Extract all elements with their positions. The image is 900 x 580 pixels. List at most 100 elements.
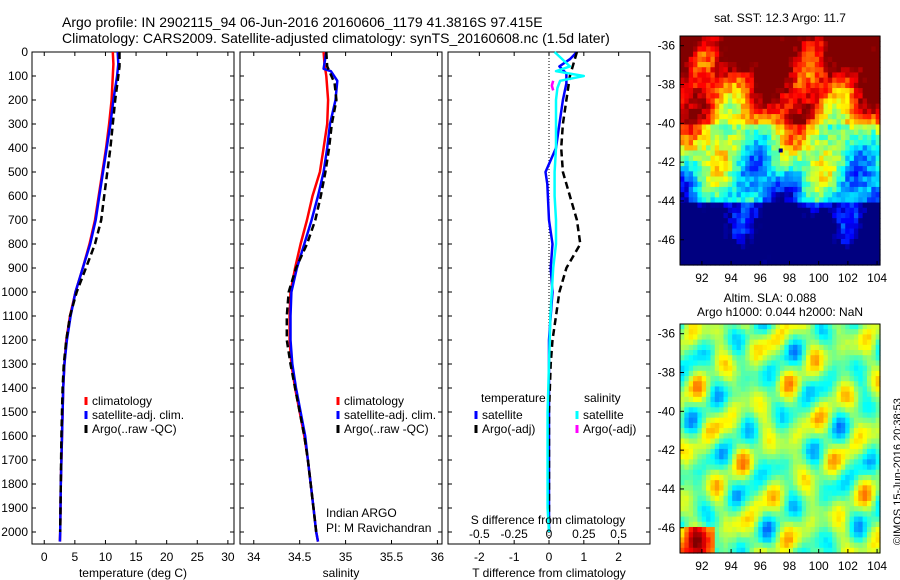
salinity-legend-label: satellite-adj. clim. [344, 408, 436, 422]
panel-difference: -2 -1 0 1 2 T difference from climatology -0.5… [447, 51, 651, 580]
depth-tick-label: 1200 [1, 333, 28, 347]
temperature-xlabel: temperature (deg C) [79, 566, 187, 580]
sst_map-xtick-label: 102 [838, 271, 858, 285]
sla_map-xtick-label: 102 [838, 559, 858, 573]
temperature-legend-label: satellite-adj. clim. [92, 408, 184, 422]
depth-tick-label: 200 [8, 93, 28, 107]
depth-tick-label: 0 [21, 45, 28, 59]
difference-series-argo-adj--salinity [550, 80, 555, 91]
depth-tick-label: 900 [8, 261, 28, 275]
difference-salinity-legend-label: satellite [583, 408, 624, 422]
temperature-series-climatology [58, 51, 115, 542]
panel-sst_map: 92 94 96 98 100 102 104 -36 -38 -40 -42 -44 -46 sat. … [658, 11, 888, 285]
temperature-xtick-label: 30 [221, 550, 235, 564]
sla_map-xtick-label: 96 [754, 559, 768, 573]
difference-xtick-label: 2 [615, 550, 622, 564]
sst_map-ytick-label: -40 [658, 116, 676, 130]
temperature-frame [31, 51, 235, 545]
sdiff-tick-label: 0 [546, 527, 553, 541]
temperature-xtick-label: 15 [129, 550, 143, 564]
legend-salinity-title: salinity [584, 391, 621, 405]
depth-tick-label: 700 [8, 213, 28, 227]
difference-series-satellite-salinity [546, 51, 586, 533]
temperature-xtick-label: 10 [99, 550, 113, 564]
sdiff-axis-label: S difference from climatology [471, 513, 626, 527]
sla_map-xtick-label: 104 [867, 559, 887, 573]
depth-tick-label: 800 [8, 237, 28, 251]
depth-tick-label: 100 [8, 69, 28, 83]
difference-temperature-legend-label: Argo(-adj) [482, 422, 535, 436]
salinity-xtick-label: 34.5 [288, 550, 312, 564]
salinity-legend-label: Argo(..raw -QC) [344, 422, 429, 436]
figure-title-line2: Climatology: CARS2009. Satellite-adjuste… [62, 30, 610, 46]
depth-tick-label: 500 [8, 165, 28, 179]
sla_map-ytick-label: -40 [658, 404, 676, 418]
sdiff-tick-label: -0.5 [469, 527, 490, 541]
sdiff-tick-label: -0.25 [500, 527, 528, 541]
panel-salinity: 34 34.5 35 35.5 36 salinity climatologysatelli… [239, 51, 444, 580]
legend-temperature-title: temperature [481, 391, 546, 405]
sla-map-subtitle: Argo h1000: 0.044 h2000: NaN [697, 305, 863, 319]
temperature-legend-label: climatology [92, 394, 152, 408]
sst_map-argo-marker [778, 148, 783, 153]
depth-tick-label: 400 [8, 141, 28, 155]
depth-tick-label: 1900 [1, 501, 28, 515]
sst_map-xtick-label: 100 [809, 271, 829, 285]
difference-xtick-label: -1 [509, 550, 520, 564]
sdiff-tick-label: 0.25 [572, 527, 596, 541]
sst_map-xtick-label: 96 [754, 271, 768, 285]
salinity-series-satellite-adj-clim- [289, 51, 339, 542]
depth-tick-label: 1300 [1, 357, 28, 371]
sdiff-tick-label: 0.5 [610, 527, 627, 541]
depth-tick-label: 1600 [1, 429, 28, 443]
figure-title-line1: Argo profile: IN 2902115_94 06-Jun-2016 … [62, 14, 543, 30]
depth-tick-label: 1800 [1, 477, 28, 491]
sst_map-xtick-label: 98 [783, 271, 797, 285]
sla_map-ytick-label: -38 [658, 366, 676, 380]
salinity-series-argo-raw-qc- [285, 51, 338, 533]
temperature-legend-label: Argo(..raw -QC) [92, 422, 177, 436]
sst_map-ytick-label: -44 [658, 194, 676, 208]
temperature-xtick-label: 25 [191, 550, 205, 564]
sla_map-xtick-label: 94 [724, 559, 738, 573]
depth-tick-label: 1100 [2, 309, 28, 323]
difference-temperature-legend-label: satellite [482, 408, 523, 422]
temperature-xtick-label: 20 [160, 550, 174, 564]
salinity-xlabel: salinity [323, 566, 360, 580]
difference-salinity-legend-label: Argo(-adj) [583, 422, 636, 436]
panel-temperature: 0 5 10 15 20 25 30 temperature (deg C) 0 100 200 30… [1, 45, 235, 580]
sst_map-ytick-label: -36 [658, 39, 676, 53]
sst_map-ytick-label: -38 [658, 78, 676, 92]
imos-timestamp: ©IMOS 15-Jun-2016 20:38:53 [892, 398, 900, 545]
sla_map-ytick-label: -42 [658, 443, 676, 457]
sla_map-ytick-label: -46 [658, 521, 676, 535]
difference-xtick-label: 1 [580, 550, 587, 564]
panel-sla_map: 92 94 96 98 100 102 104 -36 -38 -40 -42 -44 -46 Altim… [658, 291, 888, 573]
depth-tick-label: 1500 [1, 405, 28, 419]
sst_map-xtick-label: 94 [724, 271, 738, 285]
sst-map-title: sat. SST: 12.3 Argo: 11.7 [714, 11, 846, 25]
salinity-annotation-line: PI: M Ravichandran [326, 521, 431, 535]
salinity-xtick-label: 35.5 [380, 550, 404, 564]
sla_map-ytick-label: -44 [658, 482, 676, 496]
sst_map-xtick-label: 92 [695, 271, 709, 285]
temperature-series-argo-raw-qc- [58, 52, 121, 533]
difference-xtick-label: 0 [546, 550, 553, 564]
difference-series-satellite-temperature [544, 51, 578, 532]
depth-tick-label: 2000 [1, 525, 28, 539]
sla_map-xtick-label: 92 [695, 559, 709, 573]
sst_map-frame [679, 35, 881, 266]
temperature-series-satellite-adj-clim- [58, 51, 120, 542]
salinity-legend-label: climatology [344, 394, 404, 408]
sla_map-frame [679, 323, 881, 554]
depth-tick-label: 1400 [1, 381, 28, 395]
salinity-xtick-label: 34 [247, 550, 261, 564]
salinity-xtick-label: 35 [339, 550, 353, 564]
sla_map-xtick-label: 100 [809, 559, 829, 573]
depth-tick-label: 600 [8, 189, 28, 203]
difference-series-argo-adj--temperature [547, 51, 582, 532]
difference-xtick-label: -2 [474, 550, 485, 564]
salinity-frame [239, 51, 443, 545]
salinity-annotation-line: Indian ARGO [326, 506, 397, 520]
